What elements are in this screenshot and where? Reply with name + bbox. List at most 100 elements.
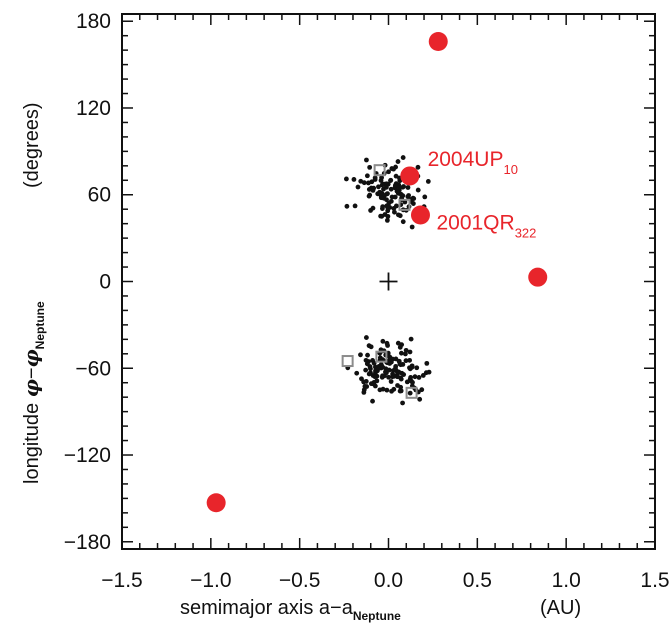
cloud-point	[368, 344, 374, 350]
axis-tick-labels: −1.5 −1.0 −0.5 0.0 0.5 1.0 1.5 −180 −120 −60 0 60 12…	[64, 10, 670, 592]
cloud-point	[364, 157, 369, 163]
x-axis-label-sub: Neptune	[353, 609, 401, 623]
cloud-point	[376, 184, 381, 190]
y-tick-label: 180	[76, 10, 111, 33]
cloud-point	[368, 381, 374, 387]
x-tick-label: 1.5	[640, 569, 669, 592]
red-point	[206, 493, 226, 513]
cloud-point	[363, 379, 369, 384]
cloud-point	[401, 184, 406, 189]
cloud-point	[406, 193, 412, 198]
cloud-point	[343, 176, 349, 182]
open-square-markers	[341, 164, 418, 399]
x-tick-label: −1.0	[190, 569, 231, 592]
red-points	[206, 31, 548, 513]
neptune-marker	[379, 272, 398, 291]
annotation-main: 2001QR	[436, 211, 514, 234]
cloud-point	[372, 383, 378, 389]
cloud-point	[372, 175, 378, 181]
y-tick-label: 120	[76, 97, 111, 120]
point-annotation: 2004UP10	[428, 148, 518, 177]
x-axis-unit: (AU)	[540, 597, 581, 619]
cloud-point	[401, 372, 407, 377]
cloud-point	[416, 375, 422, 380]
cloud-point	[354, 370, 360, 376]
cloud-point	[407, 390, 413, 396]
cloud-point	[422, 194, 428, 200]
cloud-point	[378, 195, 384, 201]
open-square-point	[375, 350, 388, 363]
cloud-point	[400, 155, 406, 160]
cloud-point	[388, 177, 394, 183]
cloud-point	[384, 184, 389, 190]
cloud-point	[419, 387, 425, 393]
cloud-point	[365, 352, 370, 358]
cloud-point	[396, 358, 402, 364]
open-square-point	[398, 198, 411, 211]
cloud-point	[373, 364, 378, 370]
cloud-point	[424, 360, 430, 366]
cloud-point	[366, 371, 372, 377]
point-annotations: 2004UP10 2001QR322	[428, 148, 537, 241]
cloud-point	[395, 159, 401, 164]
annotation-main: 2004UP	[428, 148, 504, 171]
cloud-point	[377, 189, 383, 195]
cloud-point	[396, 212, 401, 218]
x-tick-label: 0.5	[463, 569, 492, 592]
cloud-point	[384, 217, 390, 223]
red-point	[400, 166, 420, 186]
cloud-point	[405, 185, 411, 190]
cloud-point	[414, 365, 420, 371]
cloud-point	[420, 373, 426, 378]
red-point	[428, 31, 448, 51]
cloud-point	[363, 335, 369, 340]
cloud-point	[363, 367, 369, 373]
cloud-point	[384, 181, 389, 187]
cloud-point	[374, 378, 380, 384]
open-square-point	[373, 164, 386, 177]
red-point	[410, 205, 430, 225]
cloud-point	[379, 175, 384, 181]
y-axis-unit: (degrees)	[21, 102, 43, 188]
x-tick-label: 1.0	[552, 569, 581, 592]
cloud-point	[380, 338, 386, 344]
cloud-point	[362, 384, 368, 389]
cloud-point	[400, 400, 405, 406]
cloud-point	[352, 203, 358, 209]
cloud-point	[410, 201, 416, 206]
cloud-point	[426, 369, 432, 375]
cloud-point	[403, 358, 409, 364]
cloud-point	[367, 164, 373, 170]
annotation-sub: 322	[515, 225, 537, 240]
cloud-point	[379, 182, 385, 188]
point-annotation: 2001QR322	[436, 211, 536, 240]
cloud-point	[368, 366, 373, 372]
cloud-point	[409, 364, 415, 370]
cloud-point	[359, 376, 364, 382]
y-tick-label: −60	[75, 357, 111, 380]
cloud-point	[367, 192, 373, 198]
cloud-point	[404, 379, 410, 385]
cloud-point	[403, 347, 409, 353]
y-tick-label: −120	[64, 444, 111, 467]
cloud-point	[398, 191, 404, 197]
cloud-point	[415, 187, 421, 193]
y-axis-label-phi2: φ	[19, 349, 43, 367]
annotation-sub: 10	[503, 162, 517, 177]
cloud-point	[425, 179, 431, 184]
x-tick-label: −0.5	[279, 569, 320, 592]
cloud-point	[409, 224, 415, 230]
y-tick-label: 0	[99, 271, 111, 294]
cloud-point	[385, 191, 390, 197]
cloud-point	[377, 387, 383, 393]
cloud-point	[393, 364, 399, 369]
cloud-point	[388, 186, 394, 192]
cloud-point	[392, 194, 398, 200]
cloud-point	[380, 364, 386, 370]
cloud-point	[386, 169, 391, 175]
x-axis-label: semimajor axis a−aNeptune	[180, 597, 401, 623]
cloud-point	[403, 351, 408, 357]
y-axis-label-main: longitude	[21, 397, 43, 484]
y-axis-label-sub: Neptune	[33, 301, 47, 349]
